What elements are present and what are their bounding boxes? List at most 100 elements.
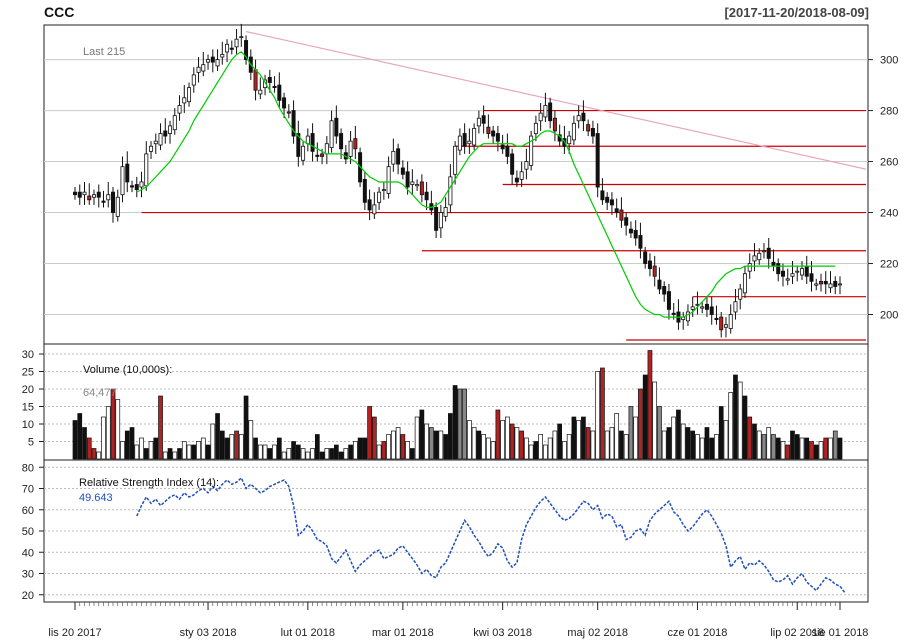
candle-body — [747, 263, 752, 272]
volume-bar — [319, 451, 325, 460]
rsi-label: Relative Strength Index (14): — [79, 477, 219, 489]
candle-body — [125, 163, 130, 183]
volume-bar — [647, 350, 653, 460]
candle-body — [239, 36, 244, 39]
candle-body — [581, 112, 586, 122]
candle-body — [120, 166, 125, 196]
volume-bar — [818, 441, 824, 460]
candle-body — [400, 167, 405, 175]
volume-bar — [419, 409, 425, 460]
rsi-tick-label: 30 — [22, 569, 34, 581]
volume-bar — [267, 448, 273, 460]
candle-body — [614, 208, 619, 213]
candle-body — [320, 153, 325, 157]
candle-body — [761, 250, 766, 253]
volume-bar — [813, 444, 819, 460]
candle-body — [448, 176, 453, 206]
volume-bar — [714, 434, 719, 460]
volume-bar — [604, 430, 610, 460]
volume-bar — [448, 413, 453, 460]
volume-bar — [276, 437, 282, 460]
volume-bar — [690, 430, 696, 460]
rsi-tick-label: 70 — [22, 484, 34, 496]
volume-bar — [528, 444, 534, 460]
volume-bar — [329, 448, 334, 460]
volume-bar — [253, 437, 258, 460]
candle-body — [381, 189, 386, 191]
candle-body — [780, 270, 785, 277]
volume-bar — [728, 392, 734, 460]
candle-body — [296, 133, 301, 157]
volume-bar — [486, 437, 491, 460]
candle-body — [714, 317, 719, 321]
candle-body — [671, 312, 676, 315]
volume-bar — [823, 437, 829, 460]
volume-bar — [571, 416, 577, 460]
candle-body — [795, 270, 800, 273]
candle-body — [282, 97, 287, 109]
candle-body — [424, 191, 429, 201]
candle-body — [472, 128, 477, 146]
volume-bar — [186, 444, 192, 460]
volume-bar — [476, 430, 482, 460]
candle-body — [310, 133, 315, 152]
volume-bar — [291, 441, 296, 460]
volume-bar — [343, 448, 349, 460]
candle-body — [196, 66, 201, 73]
candle-body — [495, 133, 500, 142]
volume-bar — [581, 416, 586, 460]
volume-bar — [295, 444, 301, 460]
candle-body — [187, 87, 192, 103]
rsi-tick-label: 50 — [22, 526, 34, 538]
candle-body — [410, 181, 415, 185]
candle-body — [652, 265, 657, 277]
volume-bar — [723, 420, 729, 460]
candle-body — [576, 115, 581, 122]
candle-body — [111, 191, 116, 213]
volume-bar — [139, 437, 144, 460]
volume-bar — [837, 437, 843, 460]
volume-bar — [205, 444, 211, 460]
volume-bar — [210, 423, 216, 460]
candle-body — [73, 191, 78, 196]
volume-tick-label: 15 — [22, 402, 34, 414]
volume-bar — [809, 441, 814, 460]
candle-body — [277, 84, 282, 101]
volume-bar — [543, 444, 548, 460]
volume-bar — [733, 374, 738, 460]
candle-body — [738, 288, 743, 300]
candle-body — [586, 124, 591, 132]
volume-bar — [685, 427, 691, 460]
volume-bar — [376, 444, 382, 460]
candle-body — [643, 251, 648, 264]
volume-bar — [362, 437, 368, 460]
candle-body — [210, 56, 215, 63]
candle-body — [548, 102, 553, 122]
candle-body — [799, 268, 804, 276]
candle-body — [552, 117, 557, 132]
volume-bar — [367, 406, 372, 460]
volume-bar — [229, 434, 235, 460]
date-range: [2017-11-20/2018-08-09] — [724, 5, 869, 20]
candle-body — [234, 38, 239, 48]
candle-body — [500, 144, 505, 150]
volume-bar — [314, 434, 320, 460]
volume-bar — [243, 395, 249, 460]
volume-bar — [557, 423, 563, 460]
volume-bar — [433, 430, 439, 460]
x-tick-label: cze 01 2018 — [667, 627, 727, 639]
volume-bar — [457, 388, 463, 460]
candle-body — [519, 171, 524, 180]
price-axis-ticks: 200 220 240 260 280 300 — [868, 55, 898, 322]
volume-bar — [600, 367, 605, 460]
candle-body — [723, 324, 728, 328]
volume-bar — [310, 448, 315, 460]
candle-body — [92, 194, 97, 198]
volume-tick-label: 30 — [22, 349, 34, 361]
volume-bar — [391, 430, 396, 460]
volume-bar — [158, 395, 163, 460]
x-tick-label: mar 01 2018 — [372, 627, 434, 639]
volume-tick-label: 20 — [22, 384, 34, 396]
candle-body — [115, 196, 120, 217]
volume-bar — [747, 416, 753, 460]
